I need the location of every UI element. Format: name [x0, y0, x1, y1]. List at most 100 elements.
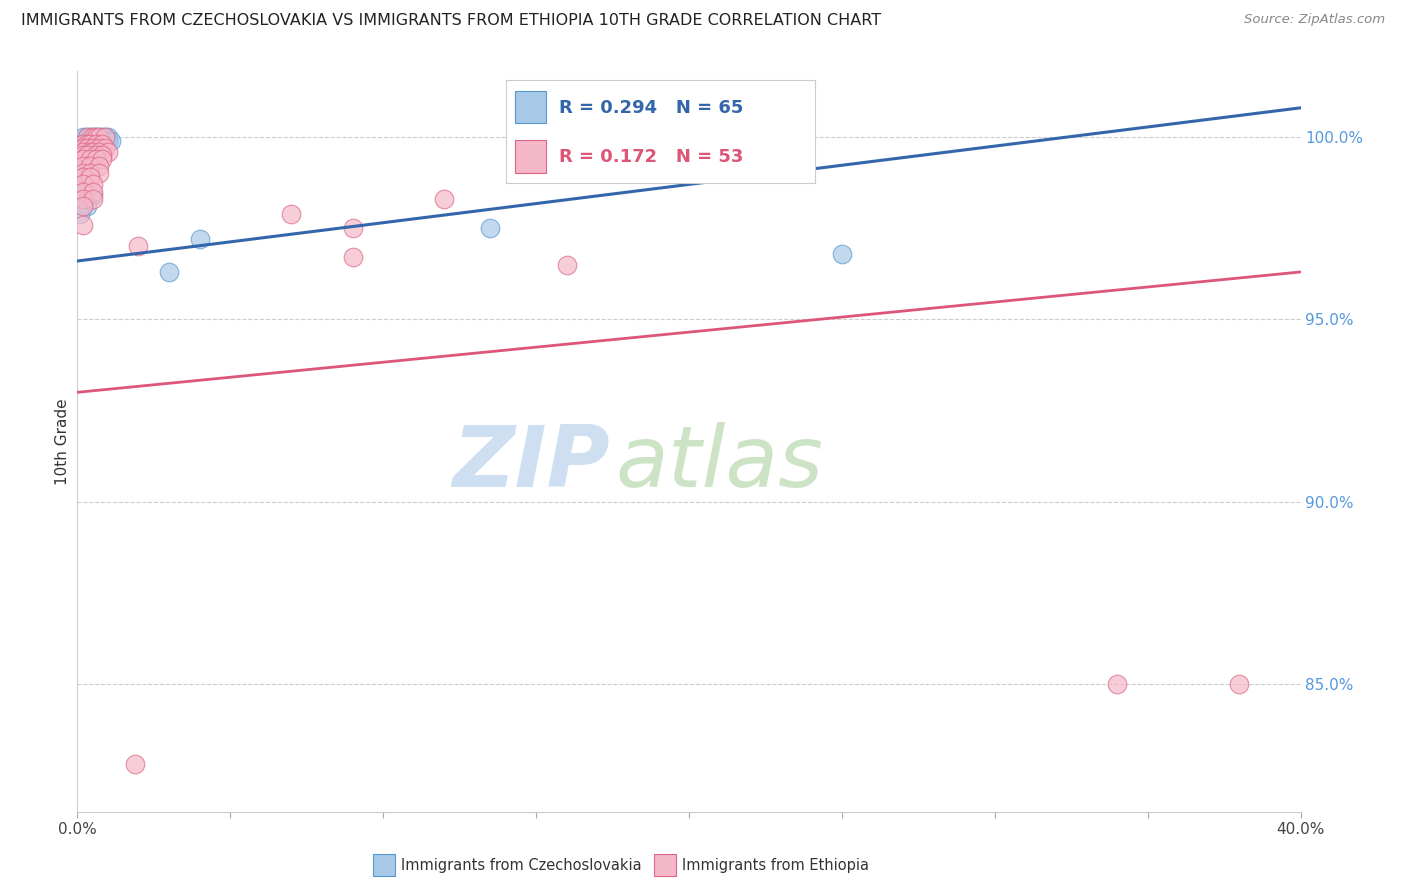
Point — [342, 221, 364, 235]
Point — [72, 178, 94, 192]
Point — [79, 134, 101, 148]
Point — [82, 188, 104, 202]
Point — [76, 137, 98, 152]
Point — [84, 137, 107, 152]
Point — [69, 148, 91, 162]
Point — [90, 148, 112, 162]
Point — [82, 130, 104, 145]
Point — [72, 195, 94, 210]
Point — [76, 152, 98, 166]
Point — [433, 192, 456, 206]
Point — [72, 192, 94, 206]
Point — [69, 159, 91, 173]
Point — [72, 148, 94, 162]
Point — [97, 130, 120, 145]
Point — [82, 145, 104, 159]
Point — [79, 145, 101, 159]
Point — [82, 141, 104, 155]
Point — [79, 145, 101, 159]
Point — [87, 159, 110, 173]
Point — [90, 134, 112, 148]
Text: Immigrants from Ethiopia: Immigrants from Ethiopia — [682, 858, 869, 872]
Point — [94, 130, 117, 145]
Point — [69, 141, 91, 155]
Point — [76, 134, 98, 148]
Point — [100, 134, 122, 148]
Point — [69, 170, 91, 185]
Point — [831, 246, 853, 260]
Point — [87, 145, 110, 159]
Point — [69, 152, 91, 166]
Point — [76, 148, 98, 162]
Point — [72, 145, 94, 159]
Point — [72, 137, 94, 152]
Point — [72, 185, 94, 199]
Bar — [516, 140, 547, 173]
Point — [87, 130, 110, 145]
Point — [90, 137, 112, 152]
Point — [79, 137, 101, 152]
Point — [82, 141, 104, 155]
Point — [72, 130, 94, 145]
Point — [76, 145, 98, 159]
Point — [72, 137, 94, 152]
Point — [90, 152, 112, 166]
Point — [72, 166, 94, 180]
Bar — [516, 91, 547, 123]
Point — [82, 130, 104, 145]
Point — [87, 141, 110, 155]
Text: Source: ZipAtlas.com: Source: ZipAtlas.com — [1244, 13, 1385, 27]
Point — [87, 130, 110, 145]
Point — [342, 251, 364, 265]
Point — [79, 130, 101, 145]
Text: R = 0.294   N = 65: R = 0.294 N = 65 — [558, 99, 744, 117]
Point — [1229, 677, 1251, 691]
Point — [87, 134, 110, 148]
Point — [84, 134, 107, 148]
Point — [280, 206, 302, 220]
Text: Immigrants from Czechoslovakia: Immigrants from Czechoslovakia — [401, 858, 641, 872]
Point — [82, 134, 104, 148]
Point — [72, 141, 94, 155]
Point — [72, 181, 94, 195]
Point — [72, 159, 94, 173]
Text: atlas: atlas — [616, 422, 824, 505]
Point — [76, 148, 98, 162]
Text: ZIP: ZIP — [451, 422, 609, 505]
Point — [69, 178, 91, 192]
Point — [69, 145, 91, 159]
Point — [79, 152, 101, 166]
Point — [72, 141, 94, 155]
Point — [69, 162, 91, 177]
Point — [72, 199, 94, 213]
Point — [72, 192, 94, 206]
Point — [84, 137, 107, 152]
Point — [84, 130, 107, 145]
Point — [72, 145, 94, 159]
Point — [87, 141, 110, 155]
Point — [84, 152, 107, 166]
Point — [72, 148, 94, 162]
Point — [69, 155, 91, 169]
Point — [79, 137, 101, 152]
Point — [97, 134, 120, 148]
Point — [90, 137, 112, 152]
Point — [72, 152, 94, 166]
Point — [72, 159, 94, 173]
Point — [76, 199, 98, 213]
Point — [87, 166, 110, 180]
Point — [76, 155, 98, 169]
Point — [79, 166, 101, 180]
Point — [94, 134, 117, 148]
Point — [124, 757, 146, 772]
Point — [82, 192, 104, 206]
Point — [76, 137, 98, 152]
Point — [479, 221, 502, 235]
Point — [79, 148, 101, 162]
Point — [72, 178, 94, 192]
Point — [79, 141, 101, 155]
Point — [1107, 677, 1129, 691]
Point — [79, 170, 101, 185]
Point — [76, 130, 98, 145]
Point — [128, 239, 150, 253]
